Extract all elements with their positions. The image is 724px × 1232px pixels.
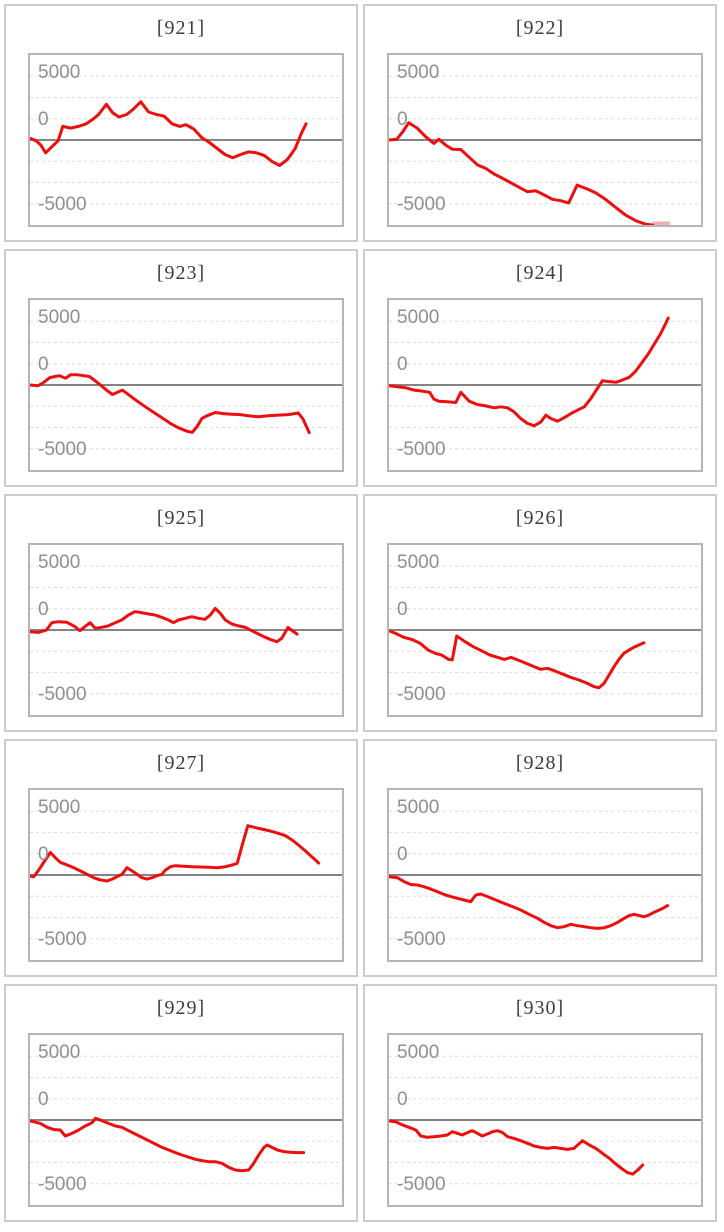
plot-area: 5000 0 -5000 [387,788,703,962]
chart-canvas [389,75,701,225]
chart-panel: [925] 5000 0 -5000 [4,494,358,732]
y-axis-label-0: 0 [397,109,408,130]
payout-line [30,824,321,883]
y-axis-label-5000: 5000 [397,307,440,328]
chart-canvas [30,565,342,695]
y-axis-label-neg5000: -5000 [38,194,87,215]
chart-panel: [927] 5000 0 -5000 [4,739,358,977]
chart-title: [926] [515,507,565,529]
plot-area: 5000 0 -5000 [28,298,344,472]
y-axis-label-0: 0 [38,109,49,130]
chart-title: [925] [156,507,206,529]
y-axis-label-0: 0 [397,354,408,375]
chart-canvas [30,810,342,940]
payout-line [30,373,311,435]
payout-line [389,316,670,428]
chart-title: [921] [156,17,206,39]
y-axis-label-neg5000: -5000 [38,1174,87,1195]
y-axis-label-5000: 5000 [38,62,81,83]
y-axis-label-5000: 5000 [38,797,81,818]
chart-canvas [389,565,701,695]
y-axis-label-0: 0 [38,844,49,865]
y-axis-label-0: 0 [38,1089,49,1110]
plot-area: 5000 0 -5000 [28,543,344,717]
chart-canvas [389,316,701,450]
y-axis-label-neg5000: -5000 [397,439,446,460]
y-axis-label-0: 0 [397,599,408,620]
chart-canvas [389,810,701,940]
chart-title: [923] [156,262,206,284]
chart-panel: [921] 5000 0 -5000 [4,4,358,242]
plot-area: 5000 0 -5000 [28,788,344,962]
y-axis-label-neg5000: -5000 [38,439,87,460]
payout-line [389,629,646,690]
plot-area: 5000 0 -5000 [387,1033,703,1207]
y-axis-label-5000: 5000 [38,552,81,573]
chart-title: [924] [515,262,565,284]
y-axis-label-neg5000: -5000 [397,1174,446,1195]
chart-canvas [30,320,342,450]
chart-panel: [928] 5000 0 -5000 [363,739,717,977]
chart-title: [927] [156,752,206,774]
payout-line [30,606,299,644]
chart-title: [930] [515,997,565,1019]
y-axis-label-5000: 5000 [38,1042,81,1063]
chart-panel: [922] 5000 0 -5000 [363,4,717,242]
chart-panel: [926] 5000 0 -5000 [363,494,717,732]
y-axis-label-5000: 5000 [397,62,440,83]
chart-panel: [929] 5000 0 -5000 [4,984,358,1222]
payout-line [30,100,308,167]
chart-canvas [30,75,342,205]
payout-line [389,1119,645,1176]
y-axis-label-0: 0 [397,844,408,865]
plot-area: 5000 0 -5000 [387,53,703,227]
y-axis-label-neg5000: -5000 [397,194,446,215]
payout-line [389,121,655,225]
y-axis-label-5000: 5000 [397,797,440,818]
plot-area: 5000 0 -5000 [387,543,703,717]
chart-title: [928] [515,752,565,774]
y-axis-label-5000: 5000 [397,552,440,573]
y-axis-label-0: 0 [397,1089,408,1110]
chart-title: [929] [156,997,206,1019]
chart-panel: [924] 5000 0 -5000 [363,249,717,487]
payout-line [30,1116,306,1173]
chart-canvas [30,1055,342,1185]
y-axis-label-5000: 5000 [38,307,81,328]
y-axis-label-neg5000: -5000 [397,929,446,950]
y-axis-label-0: 0 [38,354,49,375]
chart-canvas [389,1055,701,1185]
plot-area: 5000 0 -5000 [28,1033,344,1207]
y-axis-label-0: 0 [38,599,49,620]
chart-panel: [923] 5000 0 -5000 [4,249,358,487]
plot-area: 5000 0 -5000 [28,53,344,227]
y-axis-label-neg5000: -5000 [38,684,87,705]
payout-line [389,875,670,930]
chart-panel: [930] 5000 0 -5000 [363,984,717,1222]
plot-area: 5000 0 -5000 [387,298,703,472]
y-axis-label-neg5000: -5000 [397,684,446,705]
y-axis-label-5000: 5000 [397,1042,440,1063]
y-axis-label-neg5000: -5000 [38,929,87,950]
chart-title: [922] [515,17,565,39]
